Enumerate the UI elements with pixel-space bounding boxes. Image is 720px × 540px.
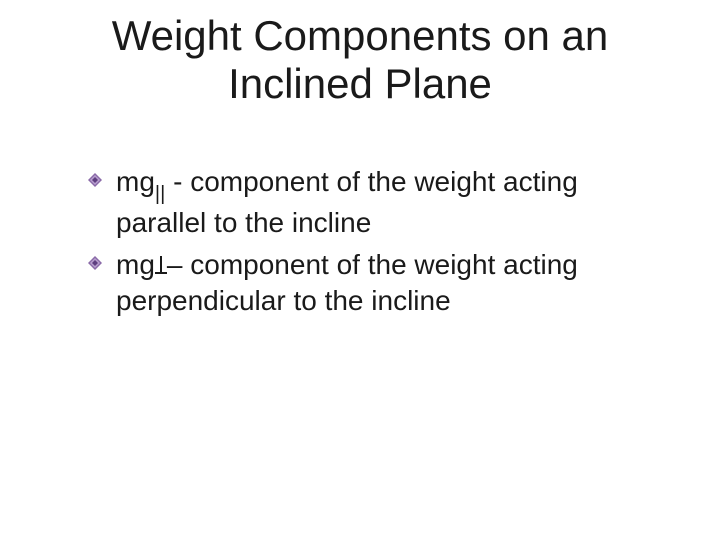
term-base: mg (116, 249, 155, 280)
title-line-1: Weight Components on an (112, 12, 609, 59)
perpendicular-icon (155, 258, 167, 278)
title-line-2: Inclined Plane (228, 60, 492, 107)
term-separator: - (165, 166, 190, 197)
term-subscript: || (155, 183, 165, 205)
diamond-bullet-icon (88, 256, 102, 270)
slide: Weight Components on an Inclined Plane m… (0, 0, 720, 540)
slide-body: mg|| - component of the weight acting pa… (88, 164, 648, 325)
bullet-item: mg– component of the weight acting perpe… (88, 247, 648, 319)
term-separator: – (167, 249, 190, 280)
diamond-bullet-icon (88, 173, 102, 187)
bullet-item: mg|| - component of the weight acting pa… (88, 164, 648, 241)
term-base: mg (116, 166, 155, 197)
slide-title: Weight Components on an Inclined Plane (0, 12, 720, 109)
